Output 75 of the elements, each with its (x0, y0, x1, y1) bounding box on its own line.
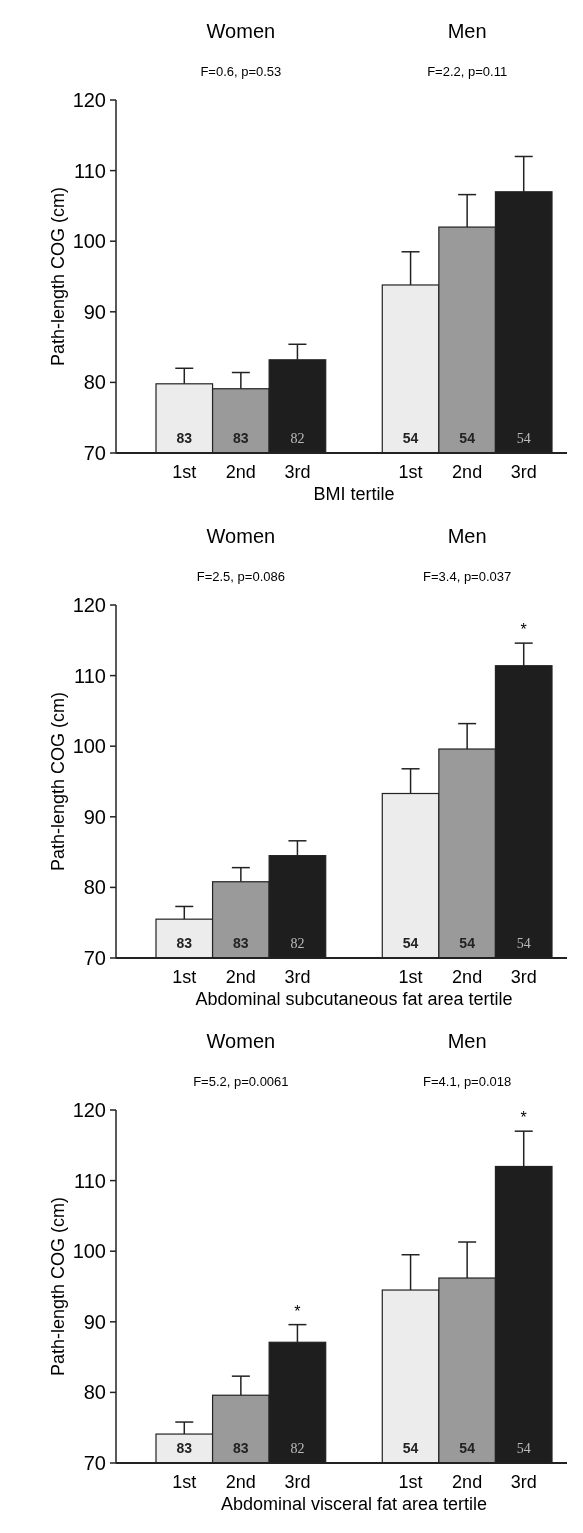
annotation: 54 (402, 935, 419, 951)
annotation: 54 (516, 431, 531, 446)
annotation: 82 (290, 1441, 305, 1456)
x-tick-label: 1st (172, 462, 197, 482)
x-tick-label: 3rd (510, 462, 537, 482)
x-tick-label: 1st (398, 462, 423, 482)
x-axis-title: Abdominal visceral fat area tertile (220, 1494, 488, 1514)
y-tick-label: 70 (83, 442, 106, 464)
text: Men (447, 525, 487, 547)
y-tick-label: 120 (72, 89, 106, 111)
annotation: * (520, 1109, 527, 1127)
x-axis-title: Abdominal subcutaneous fat area tertile (195, 989, 513, 1009)
text: Men (447, 20, 487, 42)
y-tick-label: 110 (74, 664, 106, 687)
x-tick-label: 1st (398, 967, 423, 987)
x-axis-title: BMI tertile (313, 484, 395, 504)
x-tick-label: 2nd (225, 967, 256, 987)
x-tick-label: 3rd (510, 967, 537, 987)
annotation: 83 (176, 430, 193, 446)
x-tick-label: 2nd (452, 462, 483, 482)
y-tick-label: 110 (74, 1169, 106, 1192)
x-tick-label: 1st (398, 1472, 423, 1492)
annotation: 83 (233, 430, 249, 446)
annotation: 83 (233, 935, 249, 951)
x-tick-label: 3rd (510, 1472, 537, 1492)
annotation: 54 (402, 430, 419, 446)
x-tick-label: 2nd (452, 967, 483, 987)
y-axis-title: Path-length COG (cm) (48, 691, 68, 872)
annotation: 83 (176, 935, 193, 951)
annotation: 54 (516, 936, 531, 951)
text: F=0.6, p=0.53 (200, 64, 282, 79)
x-tick-label: 3rd (284, 462, 311, 482)
y-tick-label: 110 (74, 159, 106, 182)
annotation: 54 (402, 1440, 419, 1456)
y-tick-label: 90 (83, 300, 106, 323)
text: F=2.5, p=0.086 (196, 569, 285, 584)
x-tick-label: 3rd (284, 1472, 311, 1492)
annotation: 54 (459, 430, 476, 446)
y-tick-label: 80 (83, 1381, 106, 1404)
annotation: 83 (176, 1440, 193, 1456)
text: Women (206, 1030, 276, 1052)
text: F=2.2, p=0.11 (427, 64, 508, 79)
text: Women (206, 525, 276, 547)
x-tick-label: 2nd (225, 1472, 256, 1492)
text: Women (206, 20, 276, 42)
annotation: 54 (459, 1440, 476, 1456)
text: F=5.2, p=0.0061 (193, 1074, 289, 1089)
y-tick-label: 100 (72, 1240, 106, 1263)
x-tick-label: 3rd (284, 967, 311, 987)
annotation: 54 (516, 1441, 531, 1456)
y-tick-label: 80 (83, 876, 106, 899)
x-tick-label: 1st (172, 1472, 197, 1492)
text: Men (447, 1030, 487, 1052)
text: F=3.4, p=0.037 (423, 569, 512, 584)
annotation: 83 (233, 1440, 249, 1456)
y-tick-label: 120 (72, 594, 106, 616)
y-tick-label: 90 (83, 1310, 106, 1333)
text: F=4.1, p=0.018 (423, 1074, 512, 1089)
y-axis-title: Path-length COG (cm) (48, 1196, 68, 1377)
y-tick-label: 70 (83, 1452, 106, 1474)
y-tick-label: 100 (72, 230, 106, 253)
y-tick-label: 80 (83, 371, 106, 394)
annotation: * (294, 1302, 301, 1320)
y-tick-label: 70 (83, 947, 106, 969)
annotation: * (520, 621, 527, 639)
y-tick-label: 120 (72, 1099, 106, 1121)
x-tick-label: 2nd (452, 1472, 483, 1492)
y-axis-title: Path-length COG (cm) (48, 186, 68, 367)
y-tick-label: 90 (83, 805, 106, 828)
x-tick-label: 1st (172, 967, 197, 987)
y-tick-label: 100 (72, 735, 106, 758)
annotation: 82 (290, 431, 305, 446)
annotation: 82 (290, 936, 305, 951)
x-tick-label: 2nd (225, 462, 256, 482)
annotation: 54 (459, 935, 476, 951)
